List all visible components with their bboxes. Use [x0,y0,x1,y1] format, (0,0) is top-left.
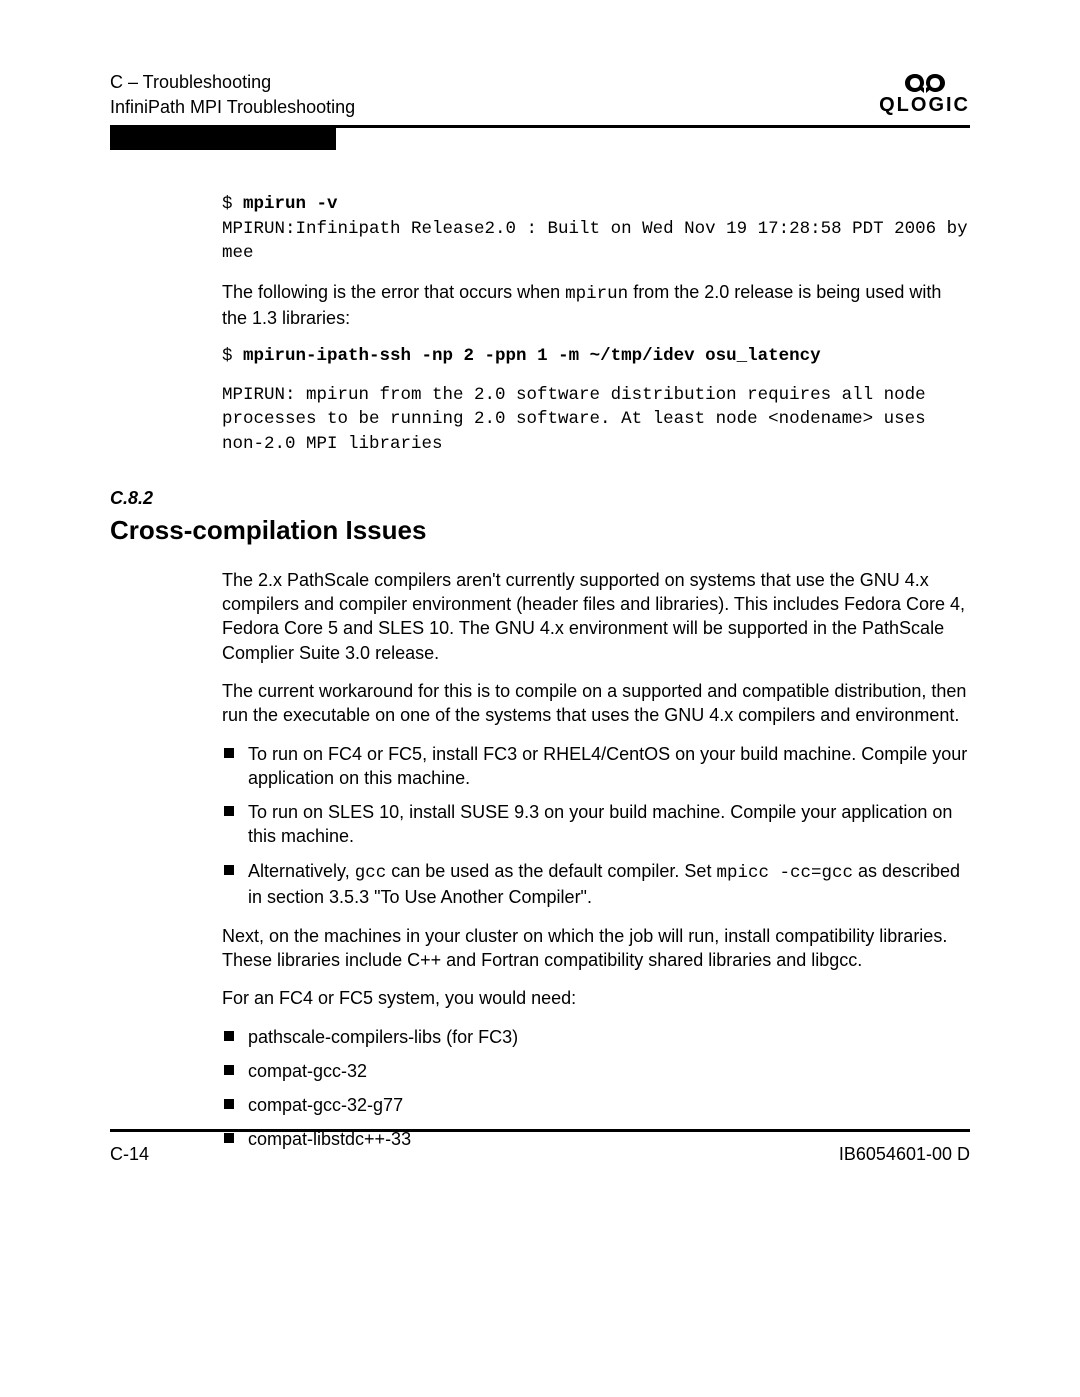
header-left: C – Troubleshooting InfiniPath MPI Troub… [110,70,355,119]
footer-page-number: C-14 [110,1142,149,1166]
paragraph: The 2.x PathScale compilers aren't curre… [222,568,970,665]
list-item: compat-gcc-32 [222,1059,970,1083]
section-title: Cross-compilation Issues [110,513,970,548]
header-line-2: InfiniPath MPI Troubleshooting [110,95,355,119]
shell-command: mpirun -v [243,194,338,214]
paragraph: For an FC4 or FC5 system, you would need… [222,986,970,1010]
inline-code: mpicc -cc=gcc [716,863,853,883]
code-block-mpirun-v: $ mpirun -v MPIRUN:Infinipath Release2.0… [222,192,970,266]
footer-doc-id: IB6054601-00 D [839,1142,970,1166]
paragraph: Next, on the machines in your cluster on… [222,924,970,973]
paragraph: The current workaround for this is to co… [222,679,970,728]
text: The following is the error that occurs w… [222,282,565,302]
header-right: QLOGIC [879,70,970,119]
brand-logo-text: QLOGIC [879,92,970,119]
qlogic-glyph-icon [900,70,950,94]
text: can be used as the default compiler. Set [386,861,716,881]
shell-command: mpirun-ipath-ssh -np 2 -ppn 1 -m ~/tmp/i… [243,346,821,366]
brand-logo: QLOGIC [879,70,970,119]
shell-prompt: $ [222,194,243,214]
code-block-error-output: MPIRUN: mpirun from the 2.0 software dis… [222,383,970,457]
bullet-list-workarounds: To run on FC4 or FC5, install FC3 or RHE… [222,742,970,910]
body-content: $ mpirun -v MPIRUN:Infinipath Release2.0… [222,192,970,1152]
code-block-mpirun-ssh: $ mpirun-ipath-ssh -np 2 -ppn 1 -m ~/tmp… [222,344,970,369]
text: Alternatively, [248,861,355,881]
inline-code: gcc [355,863,387,883]
paragraph: The following is the error that occurs w… [222,280,970,331]
inline-code: mpirun [565,284,628,304]
list-item: pathscale-compilers-libs (for FC3) [222,1025,970,1049]
section-number: C.8.2 [110,486,970,510]
footer-rule [110,1129,970,1132]
shell-output: MPIRUN:Infinipath Release2.0 : Built on … [222,219,978,264]
list-item: compat-gcc-32-g77 [222,1093,970,1117]
page-header: C – Troubleshooting InfiniPath MPI Troub… [110,70,970,119]
list-item: Alternatively, gcc can be used as the de… [222,859,970,910]
bullet-list-packages: pathscale-compilers-libs (for FC3) compa… [222,1025,970,1152]
page: C – Troubleshooting InfiniPath MPI Troub… [0,0,1080,1222]
header-black-bar [110,128,336,150]
page-footer: C-14 IB6054601-00 D [110,1142,970,1166]
list-item: To run on FC4 or FC5, install FC3 or RHE… [222,742,970,791]
shell-prompt: $ [222,346,243,366]
list-item: To run on SLES 10, install SUSE 9.3 on y… [222,800,970,849]
header-line-1: C – Troubleshooting [110,70,355,94]
